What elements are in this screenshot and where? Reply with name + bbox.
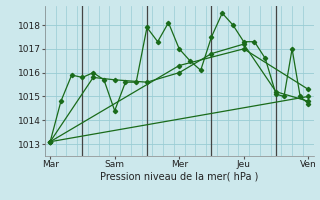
X-axis label: Pression niveau de la mer( hPa ): Pression niveau de la mer( hPa )	[100, 172, 258, 182]
